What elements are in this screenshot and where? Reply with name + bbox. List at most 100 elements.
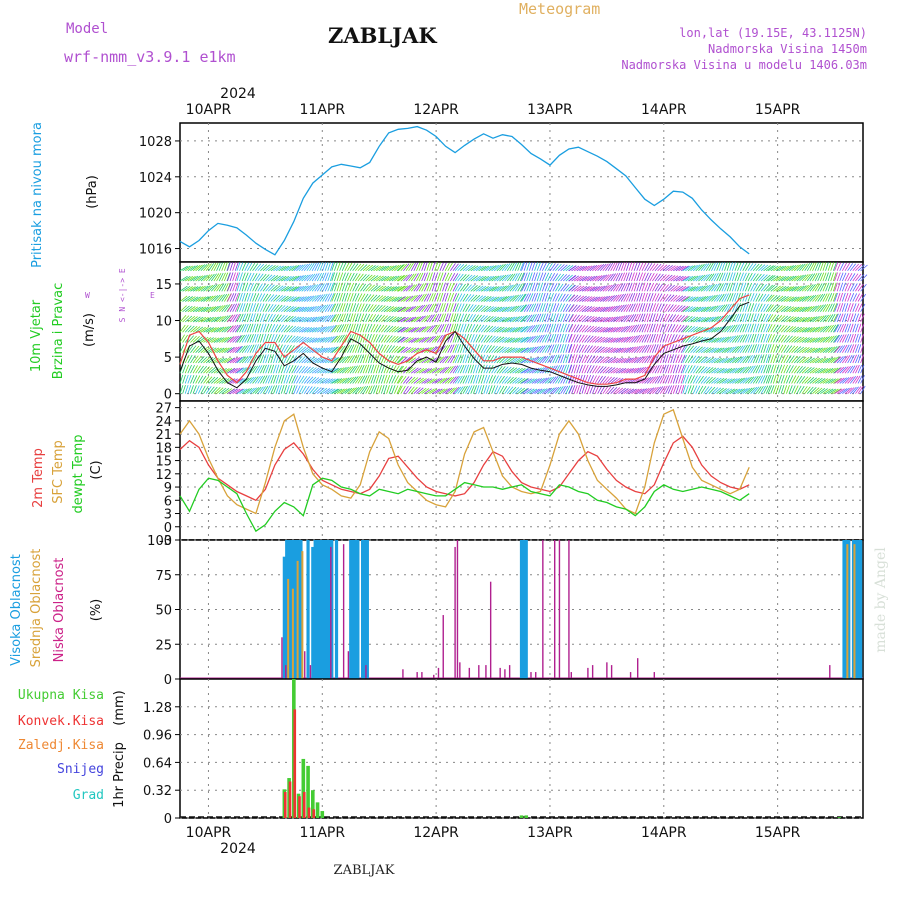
wind-barb [836, 272, 841, 282]
wind-barb [849, 365, 856, 374]
high-cloud-bar [334, 540, 339, 679]
wind-barb [780, 296, 789, 302]
wind-barb [760, 293, 767, 302]
wind-barb [618, 283, 624, 292]
wind-barb [436, 262, 441, 271]
wind-barb [234, 346, 242, 353]
total-precip-bar [306, 765, 310, 818]
wind-barb [678, 275, 687, 282]
wind-barb [267, 274, 276, 282]
wind-barb [687, 296, 696, 302]
wind-barb [246, 313, 251, 323]
wind-barb [488, 375, 493, 384]
wind-barb [652, 313, 656, 323]
wind-barb [576, 334, 582, 343]
wind-barb [711, 387, 719, 394]
wind-barb [796, 326, 805, 333]
wind-barb [734, 377, 743, 384]
wind-barb [472, 344, 478, 353]
wind-barb [496, 375, 502, 384]
wind-barb [760, 344, 765, 353]
wind-barb [275, 364, 280, 374]
wind-barb [434, 292, 439, 302]
wind-barb [339, 324, 345, 333]
wind-barb [783, 306, 792, 313]
wind-barb [659, 333, 664, 343]
wind-barb [857, 264, 865, 272]
ytick-label: 10 [155, 315, 172, 330]
wind-barb [405, 306, 414, 313]
wind-barb [807, 367, 815, 374]
wind-barb [246, 272, 252, 282]
wind-barb [365, 294, 372, 302]
wind-barb [555, 354, 560, 364]
wind-barb [229, 282, 234, 292]
wind-barb [381, 295, 389, 302]
wind-barb [278, 324, 285, 333]
wind-barb [855, 283, 861, 292]
wind-barb [571, 364, 575, 374]
wind-barb [396, 275, 405, 282]
wind-barb [334, 292, 338, 302]
wind-barb [739, 282, 744, 292]
wind-barb [213, 294, 221, 302]
wind-barb [352, 376, 359, 384]
wind-barb [400, 375, 407, 384]
wind-barb [804, 337, 813, 343]
wind-barb [396, 375, 403, 384]
wind-barb [336, 313, 342, 323]
wind-barb [203, 356, 211, 364]
wind-barb [657, 323, 661, 333]
wind-barb [724, 314, 731, 323]
wind-barb [586, 385, 591, 394]
wind-barb [765, 304, 772, 312]
wind-barb [623, 357, 632, 364]
wind-barb [303, 385, 310, 394]
wind-barb [309, 367, 317, 374]
wind-barb [301, 385, 307, 394]
wind-barb [665, 265, 673, 272]
wind-barb [678, 334, 684, 343]
wind-barb [267, 265, 276, 272]
wind-barb [434, 272, 438, 282]
wind-barb [597, 356, 605, 364]
wind-barb [241, 262, 247, 271]
wind-barb [807, 316, 815, 323]
wind-barb [437, 345, 444, 353]
wind-barb [739, 262, 745, 271]
wind-barb [368, 274, 376, 282]
wind-barb [791, 365, 797, 374]
wind-barb [855, 386, 862, 394]
wind-barb [855, 375, 861, 384]
ytick-label: 6 [164, 494, 172, 509]
wind-barb [568, 333, 573, 343]
wind-barb [729, 324, 736, 333]
wind-barb [786, 385, 790, 394]
wind-barb [362, 385, 369, 394]
wind-barb [523, 262, 528, 271]
wind-barb [692, 285, 701, 292]
wind-barb [839, 334, 845, 343]
wind-barb [734, 388, 743, 395]
wind-barb [672, 334, 678, 343]
wind-barb [229, 367, 238, 374]
wind-barb [855, 293, 860, 302]
wind-barb [814, 262, 819, 271]
wind-barb [827, 388, 837, 395]
wind-barb [293, 375, 299, 384]
model-label: Model [66, 21, 108, 37]
wind-barb [592, 286, 601, 292]
wind-barb [460, 264, 468, 272]
wind-barb [262, 274, 270, 282]
wind-barb [589, 375, 594, 384]
wind-barb [488, 335, 496, 343]
wind-barb [216, 387, 224, 394]
wind-barb [544, 282, 549, 292]
wind-barb [375, 265, 385, 272]
wind-barb [298, 336, 307, 343]
wind-barb [807, 337, 816, 343]
wind-unit: (m/s) [82, 313, 97, 347]
wind-barb [541, 303, 546, 312]
wind-barb [793, 385, 799, 394]
wind-barb [437, 377, 445, 384]
